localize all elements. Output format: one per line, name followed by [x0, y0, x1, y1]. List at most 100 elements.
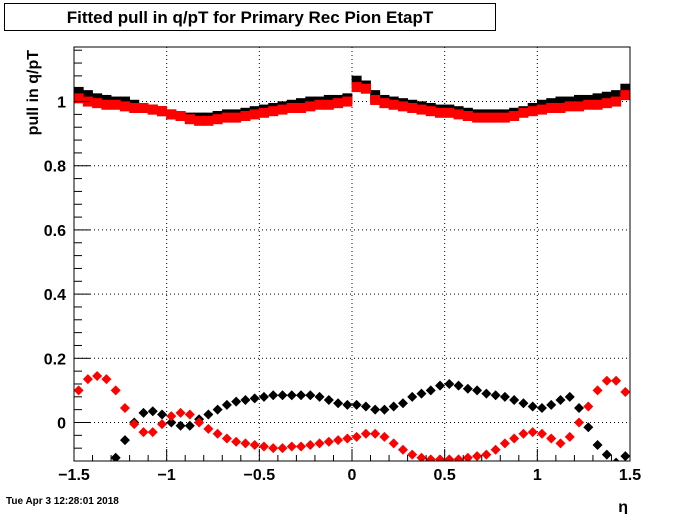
data-point	[203, 115, 214, 126]
data-point	[323, 436, 334, 447]
data-point	[92, 469, 102, 479]
data-point	[231, 396, 242, 407]
data-point	[360, 83, 371, 94]
data-point	[240, 438, 251, 449]
data-point	[490, 390, 501, 401]
data-point	[435, 380, 446, 391]
data-point	[601, 91, 612, 102]
data-point	[221, 399, 232, 410]
data-point	[518, 398, 529, 409]
series-4	[74, 370, 630, 461]
data-point	[129, 419, 140, 430]
data-point	[388, 401, 399, 412]
data-point	[221, 433, 232, 444]
data-point	[138, 407, 149, 418]
data-point	[240, 111, 251, 121]
data-point	[564, 391, 575, 402]
data-point	[166, 109, 177, 120]
data-point	[481, 449, 492, 460]
data-point	[472, 385, 483, 396]
data-point	[166, 411, 177, 422]
data-point	[620, 90, 630, 101]
data-point	[212, 428, 223, 439]
data-point	[574, 403, 585, 414]
data-point	[82, 90, 93, 101]
x-tick-label: −1.5	[58, 467, 90, 484]
data-point	[184, 114, 195, 125]
data-point	[212, 404, 223, 415]
data-point	[612, 457, 620, 461]
data-point	[370, 94, 381, 105]
data-point	[351, 75, 362, 86]
data-point	[601, 375, 612, 386]
data-point	[407, 449, 418, 460]
data-point	[249, 439, 260, 450]
data-point	[407, 102, 418, 113]
data-point	[82, 374, 93, 385]
data-point	[379, 431, 390, 442]
series-2	[74, 82, 630, 126]
data-point	[268, 106, 279, 117]
data-point	[546, 102, 557, 113]
data-point	[119, 101, 130, 112]
data-point	[564, 431, 575, 442]
data-point	[499, 112, 510, 123]
data-point	[583, 401, 594, 412]
x-tick-label: −0.5	[244, 467, 276, 484]
data-point	[157, 106, 168, 117]
y-tick-label: 1	[57, 95, 66, 112]
data-point	[147, 104, 158, 115]
data-point	[351, 431, 362, 442]
data-point	[74, 385, 84, 396]
data-point	[277, 104, 288, 115]
data-point	[536, 403, 547, 414]
data-point	[481, 112, 492, 123]
data-point	[527, 427, 538, 438]
data-point	[518, 107, 529, 118]
data-point	[527, 106, 538, 117]
data-point	[268, 390, 279, 401]
data-point	[221, 112, 232, 123]
data-point	[536, 428, 547, 439]
data-point	[119, 435, 130, 446]
data-point	[444, 378, 455, 389]
x-axis-title: η	[618, 499, 628, 514]
data-point	[351, 82, 362, 93]
data-point	[574, 417, 585, 428]
data-point	[453, 454, 464, 461]
data-point	[509, 395, 520, 406]
data-point	[184, 409, 195, 420]
data-point	[555, 102, 566, 113]
data-point	[592, 385, 603, 396]
data-point	[555, 395, 566, 406]
x-tick-label: 1.5	[619, 467, 641, 484]
data-point	[305, 101, 316, 112]
data-point	[342, 433, 353, 444]
data-point	[370, 404, 381, 415]
data-point	[425, 454, 436, 461]
data-point	[379, 404, 390, 415]
data-point	[490, 112, 501, 123]
data-point	[92, 98, 103, 109]
data-point	[564, 101, 575, 112]
y-tick-label: 0.6	[44, 223, 66, 240]
data-point	[472, 451, 483, 461]
y-tick-label: 0.8	[44, 159, 66, 176]
y-tick-label: 0.4	[44, 287, 66, 304]
data-point	[296, 102, 307, 113]
data-point	[166, 417, 177, 428]
data-point	[416, 104, 427, 115]
data-point	[268, 443, 279, 454]
data-point	[258, 441, 269, 452]
data-point	[416, 388, 427, 399]
data-point	[620, 387, 630, 397]
data-point	[323, 395, 334, 406]
data-point	[184, 420, 195, 431]
data-point	[333, 98, 344, 109]
data-point	[462, 383, 473, 394]
x-tick-label: 0	[348, 467, 357, 484]
data-point	[314, 391, 325, 402]
data-point	[462, 111, 473, 121]
data-point	[101, 99, 112, 110]
data-point	[258, 391, 269, 402]
